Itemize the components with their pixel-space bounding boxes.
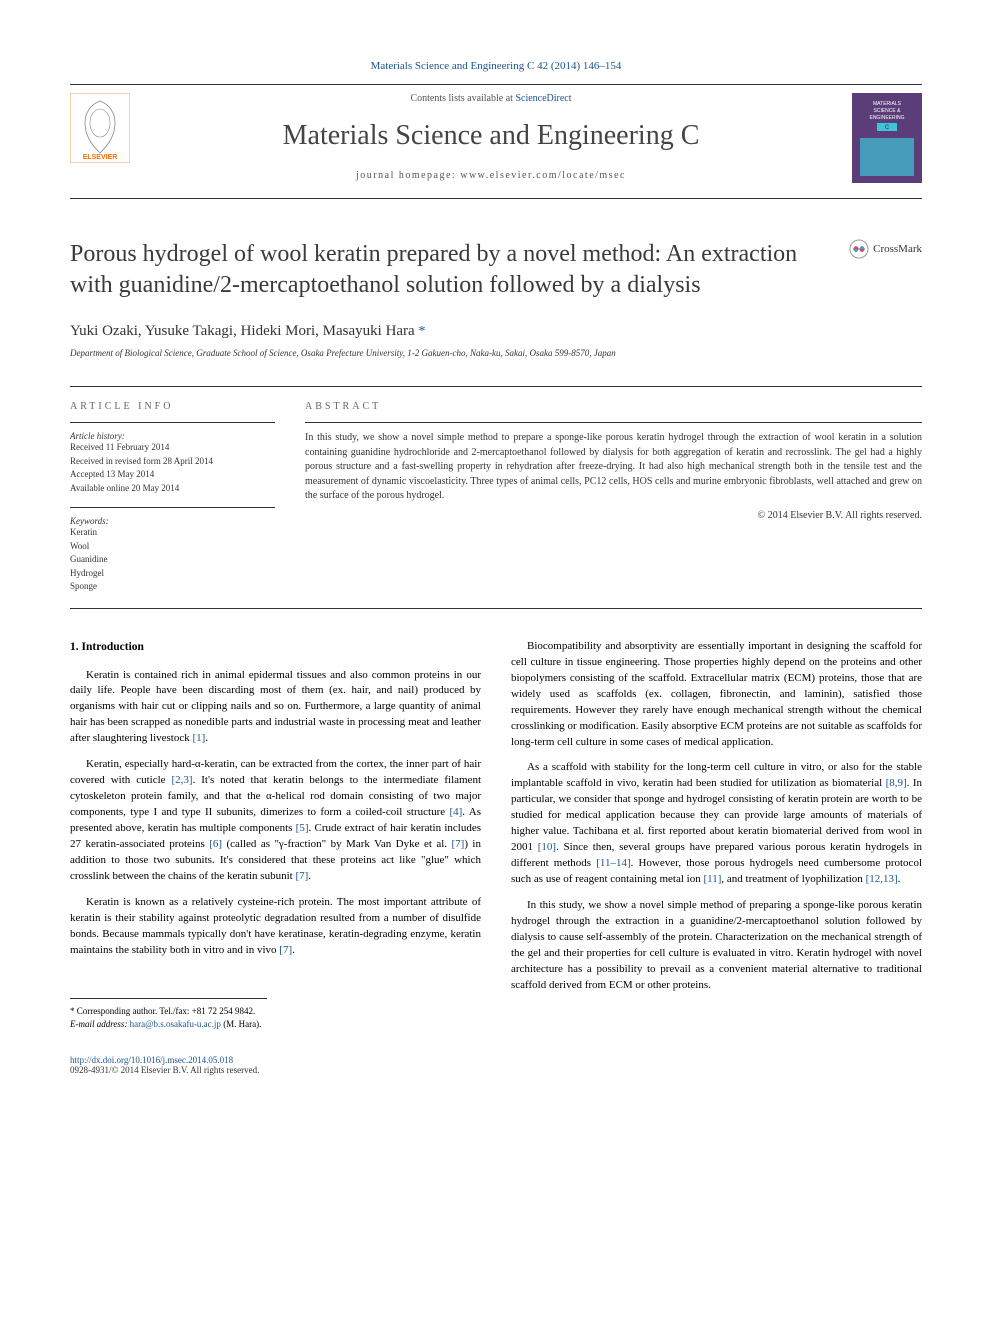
email-name: (M. Hara). <box>221 1019 261 1029</box>
ref-link[interactable]: [4] <box>449 806 462 818</box>
meta-row: ARTICLE INFO Article history: Received 1… <box>70 401 922 609</box>
ref-link[interactable]: [7] <box>279 944 292 956</box>
journal-header: ELSEVIER Contents lists available at Sci… <box>70 84 922 188</box>
abstract-copyright: © 2014 Elsevier B.V. All rights reserved… <box>305 510 922 521</box>
svg-text:ELSEVIER: ELSEVIER <box>83 154 118 161</box>
crossmark-badge[interactable]: CrossMark <box>849 239 922 259</box>
intro-p4: Biocompatibility and absorptivity are es… <box>511 639 922 751</box>
email-link[interactable]: hara@b.s.osakafu-u.ac.jp <box>130 1019 221 1029</box>
homepage-url[interactable]: www.elsevier.com/locate/msec <box>460 170 626 181</box>
intro-p6: In this study, we show a novel simple me… <box>511 898 922 994</box>
email-label: E-mail address: <box>70 1019 130 1029</box>
corresponding-footer: * Corresponding author. Tel./fax: +81 72… <box>70 998 267 1030</box>
contents-prefix: Contents lists available at <box>410 93 515 104</box>
email-line: E-mail address: hara@b.s.osakafu-u.ac.jp… <box>70 1018 267 1031</box>
affiliation: Department of Biological Science, Gradua… <box>70 348 922 358</box>
keyword: Sponge <box>70 580 275 594</box>
intro-p5: As a scaffold with stability for the lon… <box>511 760 922 888</box>
keywords-label: Keywords: <box>70 516 275 526</box>
article-info-block: ARTICLE INFO Article history: Received 1… <box>70 401 275 594</box>
corr-author-note: * Corresponding author. Tel./fax: +81 72… <box>70 1005 267 1018</box>
svg-text:SCIENCE &: SCIENCE & <box>874 108 902 114</box>
intro-p1: Keratin is contained rich in animal epid… <box>70 668 481 748</box>
keyword: Keratin <box>70 526 275 540</box>
history-label: Article history: <box>70 431 275 441</box>
ref-link[interactable]: [11–14] <box>596 857 630 869</box>
keyword: Wool <box>70 540 275 554</box>
corresponding-mark: * <box>418 324 425 339</box>
issn-line: 0928-4931/© 2014 Elsevier B.V. All right… <box>70 1065 922 1075</box>
doi-link[interactable]: http://dx.doi.org/10.1016/j.msec.2014.05… <box>70 1055 233 1065</box>
elsevier-logo: ELSEVIER <box>70 93 130 168</box>
history-item: Accepted 13 May 2014 <box>70 468 275 482</box>
history-item: Received 11 February 2014 <box>70 441 275 455</box>
ref-link[interactable]: [10] <box>538 841 556 853</box>
intro-heading: 1. Introduction <box>70 639 481 656</box>
svg-text:C: C <box>885 125 890 131</box>
ref-link[interactable]: [7] <box>295 870 308 882</box>
journal-cover-thumb: MATERIALS SCIENCE & ENGINEERING C <box>852 93 922 188</box>
history-item: Available online 20 May 2014 <box>70 482 275 496</box>
right-column: Biocompatibility and absorptivity are es… <box>511 639 922 1031</box>
crossmark-label: CrossMark <box>873 243 922 255</box>
meta-divider-top <box>70 386 922 387</box>
citation-link[interactable]: Materials Science and Engineering C 42 (… <box>371 60 622 72</box>
left-column: 1. Introduction Keratin is contained ric… <box>70 639 481 1031</box>
ref-link[interactable]: [8,9] <box>886 777 907 789</box>
copyright-block: http://dx.doi.org/10.1016/j.msec.2014.05… <box>70 1055 922 1075</box>
journal-homepage: journal homepage: www.elsevier.com/locat… <box>150 170 832 181</box>
ref-link[interactable]: [6] <box>209 838 222 850</box>
abstract-block: ABSTRACT In this study, we show a novel … <box>305 401 922 594</box>
article-info-label: ARTICLE INFO <box>70 401 275 412</box>
keyword: Guanidine <box>70 553 275 567</box>
svg-text:ENGINEERING: ENGINEERING <box>869 115 904 121</box>
journal-name: Materials Science and Engineering C <box>150 120 832 152</box>
ref-link[interactable]: [11] <box>703 873 721 885</box>
homepage-prefix: journal homepage: <box>356 170 460 181</box>
sciencedirect-link[interactable]: ScienceDirect <box>515 93 571 104</box>
history-item: Received in revised form 28 April 2014 <box>70 455 275 469</box>
intro-p3: Keratin is known as a relatively cystein… <box>70 895 481 959</box>
title-row: Porous hydrogel of wool keratin prepared… <box>70 239 922 301</box>
page-container: Materials Science and Engineering C 42 (… <box>0 0 992 1115</box>
contents-line: Contents lists available at ScienceDirec… <box>150 93 832 104</box>
ref-link[interactable]: [2,3] <box>171 774 192 786</box>
article-title: Porous hydrogel of wool keratin prepared… <box>70 239 849 301</box>
keyword: Hydrogel <box>70 567 275 581</box>
ref-link[interactable]: [12,13] <box>866 873 898 885</box>
header-divider <box>70 198 922 199</box>
header-citation: Materials Science and Engineering C 42 (… <box>70 60 922 72</box>
ref-link[interactable]: [1] <box>193 732 206 744</box>
abstract-label: ABSTRACT <box>305 401 922 412</box>
svg-text:MATERIALS: MATERIALS <box>873 101 902 107</box>
intro-p2: Keratin, especially hard-α-keratin, can … <box>70 757 481 885</box>
ref-link[interactable]: [7] <box>451 838 464 850</box>
abstract-text: In this study, we show a novel simple me… <box>305 431 922 504</box>
center-header: Contents lists available at ScienceDirec… <box>130 93 852 181</box>
ref-link[interactable]: [5] <box>296 822 309 834</box>
author-names: Yuki Ozaki, Yusuke Takagi, Hideki Mori, … <box>70 323 415 339</box>
body-columns: 1. Introduction Keratin is contained ric… <box>70 639 922 1031</box>
authors: Yuki Ozaki, Yusuke Takagi, Hideki Mori, … <box>70 323 922 340</box>
